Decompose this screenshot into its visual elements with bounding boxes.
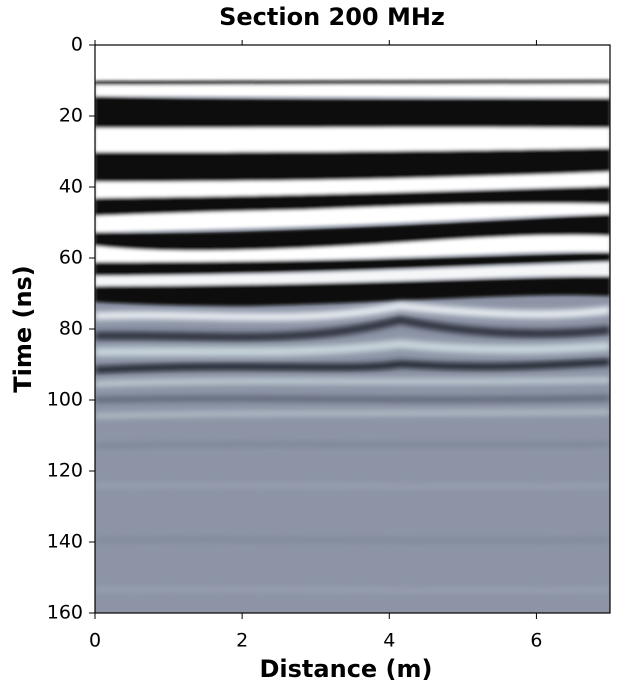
y-tick-label: 160 (47, 602, 83, 624)
y-axis-label: Time (ns) (9, 265, 37, 393)
radargram-image (95, 45, 610, 613)
x-tick-label: 6 (530, 630, 542, 652)
y-tick-label: 100 (47, 389, 83, 411)
y-tick-label: 60 (59, 247, 83, 269)
y-tick-label: 20 (59, 105, 83, 127)
x-tick-label: 0 (89, 630, 101, 652)
y-tick-label: 40 (59, 176, 83, 198)
x-axis-label: Distance (m) (260, 655, 433, 683)
y-tick-label: 120 (47, 460, 83, 482)
x-tick-label: 2 (236, 630, 248, 652)
y-tick-label: 140 (47, 531, 83, 553)
chart-title: Section 200 MHz (219, 3, 445, 31)
x-tick-label: 4 (383, 630, 395, 652)
y-tick-label: 80 (59, 318, 83, 340)
y-tick-label: 0 (71, 34, 83, 56)
